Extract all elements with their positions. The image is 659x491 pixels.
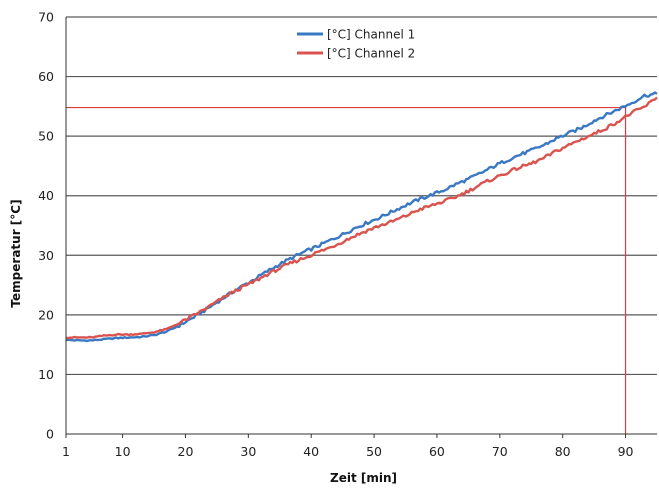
series-layer <box>65 91 658 343</box>
gridlines <box>66 16 657 376</box>
y-tick-label: 20 <box>38 307 54 322</box>
x-tick-label: 80 <box>555 444 571 459</box>
y-tick-label: 10 <box>38 367 54 382</box>
y-axis-title: Temperatur [°C] <box>9 199 23 307</box>
x-tick-label: 50 <box>366 444 382 459</box>
x-tick-label: 70 <box>492 444 508 459</box>
legend-label-channel-1: [°C] Channel 1 <box>327 28 415 42</box>
y-tick-label: 70 <box>38 10 54 25</box>
reference-lines <box>66 106 627 434</box>
x-tick-label: 20 <box>178 444 194 459</box>
y-tick-label: 50 <box>38 129 54 144</box>
x-axis-title: Zeit [min] <box>330 471 397 485</box>
legend: [°C] Channel 1 [°C] Channel 2 <box>297 28 415 61</box>
series-line-channel-2 <box>65 96 658 340</box>
series-line-channel-1 <box>65 91 658 343</box>
x-tick-label: 40 <box>303 444 319 459</box>
y-tick-label: 30 <box>38 248 54 263</box>
legend-label-channel-2: [°C] Channel 2 <box>327 47 415 61</box>
y-tick-label: 60 <box>38 69 54 84</box>
x-tick-label: 10 <box>115 444 131 459</box>
x-tick-label: 30 <box>240 444 256 459</box>
y-tick-label: 40 <box>38 188 54 203</box>
axes: 0 10 20 30 40 50 60 70 1 10 20 30 40 50 60 70 80 90 <box>38 10 657 459</box>
x-tick-label: 90 <box>618 444 634 459</box>
x-tick-label: 60 <box>429 444 445 459</box>
x-tick-label: 1 <box>62 444 70 459</box>
y-tick-label: 0 <box>46 427 54 442</box>
